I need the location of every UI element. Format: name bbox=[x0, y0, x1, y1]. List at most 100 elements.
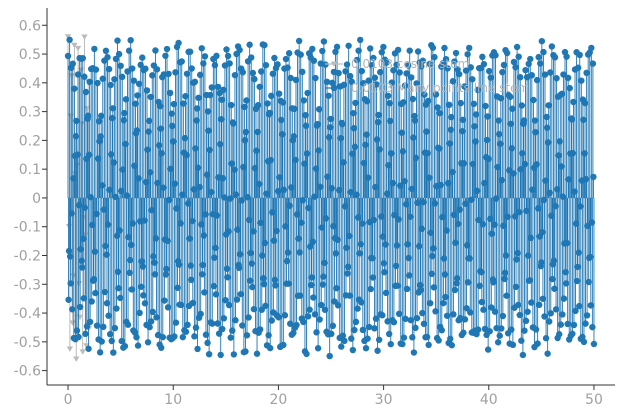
many-stem-marker bbox=[285, 280, 292, 287]
many-stem-marker bbox=[589, 323, 596, 331]
many-stem-marker bbox=[236, 46, 243, 54]
many-stem-marker bbox=[262, 61, 270, 69]
many-stem-marker bbox=[100, 323, 107, 331]
many-stem-marker bbox=[435, 337, 442, 344]
many-stem-marker bbox=[194, 345, 201, 353]
many-stem-marker bbox=[583, 312, 591, 319]
many-stem-marker bbox=[384, 92, 392, 100]
cosine-stem-marker bbox=[71, 42, 78, 49]
many-stem-marker bbox=[95, 118, 103, 125]
many-stem-marker bbox=[302, 122, 310, 129]
many-stem-marker bbox=[448, 113, 455, 121]
many-stem-marker bbox=[310, 57, 318, 64]
many-stem-marker bbox=[84, 112, 92, 119]
many-stem-marker bbox=[550, 257, 558, 264]
many-stem-marker bbox=[74, 71, 82, 78]
many-stem-marker bbox=[98, 112, 105, 120]
many-stem-marker bbox=[496, 332, 503, 339]
many-stem-marker bbox=[178, 301, 185, 309]
many-stem-marker bbox=[261, 41, 268, 49]
many-stem-marker bbox=[371, 74, 379, 81]
many-stem-marker bbox=[290, 133, 298, 140]
many-stem-marker bbox=[339, 120, 346, 128]
many-stem-marker bbox=[538, 259, 545, 266]
many-stem-marker bbox=[539, 228, 546, 236]
many-stem-marker bbox=[534, 340, 541, 347]
many-stem-marker bbox=[295, 235, 302, 242]
cosine-stem-marker bbox=[78, 121, 85, 127]
many-stem-marker bbox=[300, 97, 308, 104]
many-stem-marker bbox=[250, 228, 257, 235]
many-stem-marker bbox=[434, 104, 441, 111]
many-stem-marker bbox=[123, 192, 131, 199]
many-stem-marker bbox=[344, 270, 351, 277]
many-stem-marker bbox=[358, 67, 365, 75]
x-tick-label: 10 bbox=[164, 392, 182, 408]
many-stem-marker bbox=[410, 134, 417, 141]
many-stem-marker bbox=[459, 127, 466, 135]
many-stem-marker bbox=[115, 50, 123, 58]
many-stem-marker bbox=[239, 69, 247, 76]
many-stem-marker bbox=[381, 269, 388, 276]
many-stem-marker bbox=[82, 330, 89, 338]
many-stem-marker bbox=[334, 302, 342, 309]
many-stem-marker bbox=[522, 66, 529, 74]
many-stem-marker bbox=[424, 149, 431, 157]
many-stem-marker bbox=[582, 320, 589, 327]
many-stem-marker bbox=[175, 39, 182, 47]
many-stem-marker bbox=[86, 78, 93, 86]
many-stem-marker bbox=[266, 109, 273, 117]
many-stem-marker bbox=[213, 212, 221, 219]
many-stem-marker bbox=[182, 93, 189, 100]
many-stem-marker bbox=[405, 254, 412, 262]
many-stem-marker bbox=[479, 53, 486, 61]
many-stem-marker bbox=[447, 126, 454, 133]
y-tick-label: 0.1 bbox=[19, 162, 41, 178]
many-stem-marker bbox=[321, 306, 329, 313]
many-stem-marker bbox=[149, 72, 156, 79]
many-stem-marker bbox=[541, 71, 549, 78]
cosine-stem-marker bbox=[76, 314, 84, 321]
many-stem-marker bbox=[249, 69, 257, 77]
many-stem-marker bbox=[247, 249, 254, 257]
many-stem-marker bbox=[284, 249, 292, 256]
many-stem-marker bbox=[535, 53, 542, 61]
many-stem-marker bbox=[540, 48, 547, 56]
many-stem-marker bbox=[193, 105, 201, 112]
many-stem-marker bbox=[454, 220, 462, 228]
many-stem-marker bbox=[106, 330, 114, 338]
many-stem-marker bbox=[539, 295, 547, 302]
many-stem-marker bbox=[589, 60, 597, 67]
many-stem-marker bbox=[124, 321, 132, 328]
many-stem-marker bbox=[491, 308, 499, 315]
many-stem-marker bbox=[323, 78, 331, 86]
many-stem-marker bbox=[220, 86, 227, 94]
many-stem-marker bbox=[349, 346, 357, 354]
many-stem-marker bbox=[363, 131, 370, 138]
cosine-stem-marker bbox=[66, 346, 74, 352]
many-stem-marker bbox=[228, 160, 235, 167]
many-stem-marker bbox=[585, 278, 592, 286]
many-stem-marker bbox=[134, 92, 141, 99]
many-stem-marker bbox=[364, 335, 371, 342]
many-stem-marker bbox=[133, 127, 141, 134]
many-stem-marker bbox=[163, 265, 170, 273]
many-stem-marker bbox=[417, 281, 424, 289]
many-stem-marker bbox=[231, 71, 239, 79]
many-stem-marker bbox=[138, 283, 145, 290]
many-stem-marker bbox=[310, 294, 317, 301]
many-stem-marker bbox=[510, 58, 518, 66]
many-stem-marker bbox=[446, 140, 453, 147]
many-stem-marker bbox=[308, 274, 315, 281]
many-stem-marker bbox=[431, 200, 439, 207]
many-stem-marker bbox=[383, 59, 390, 66]
many-stem-marker bbox=[153, 66, 161, 73]
many-stem-marker bbox=[390, 318, 398, 326]
many-stem-marker bbox=[545, 102, 552, 109]
many-stem-marker bbox=[570, 98, 577, 106]
many-stem-marker bbox=[204, 108, 212, 115]
many-stem-marker bbox=[283, 257, 291, 265]
many-stem-marker bbox=[316, 316, 323, 323]
many-stem-marker bbox=[149, 308, 156, 316]
